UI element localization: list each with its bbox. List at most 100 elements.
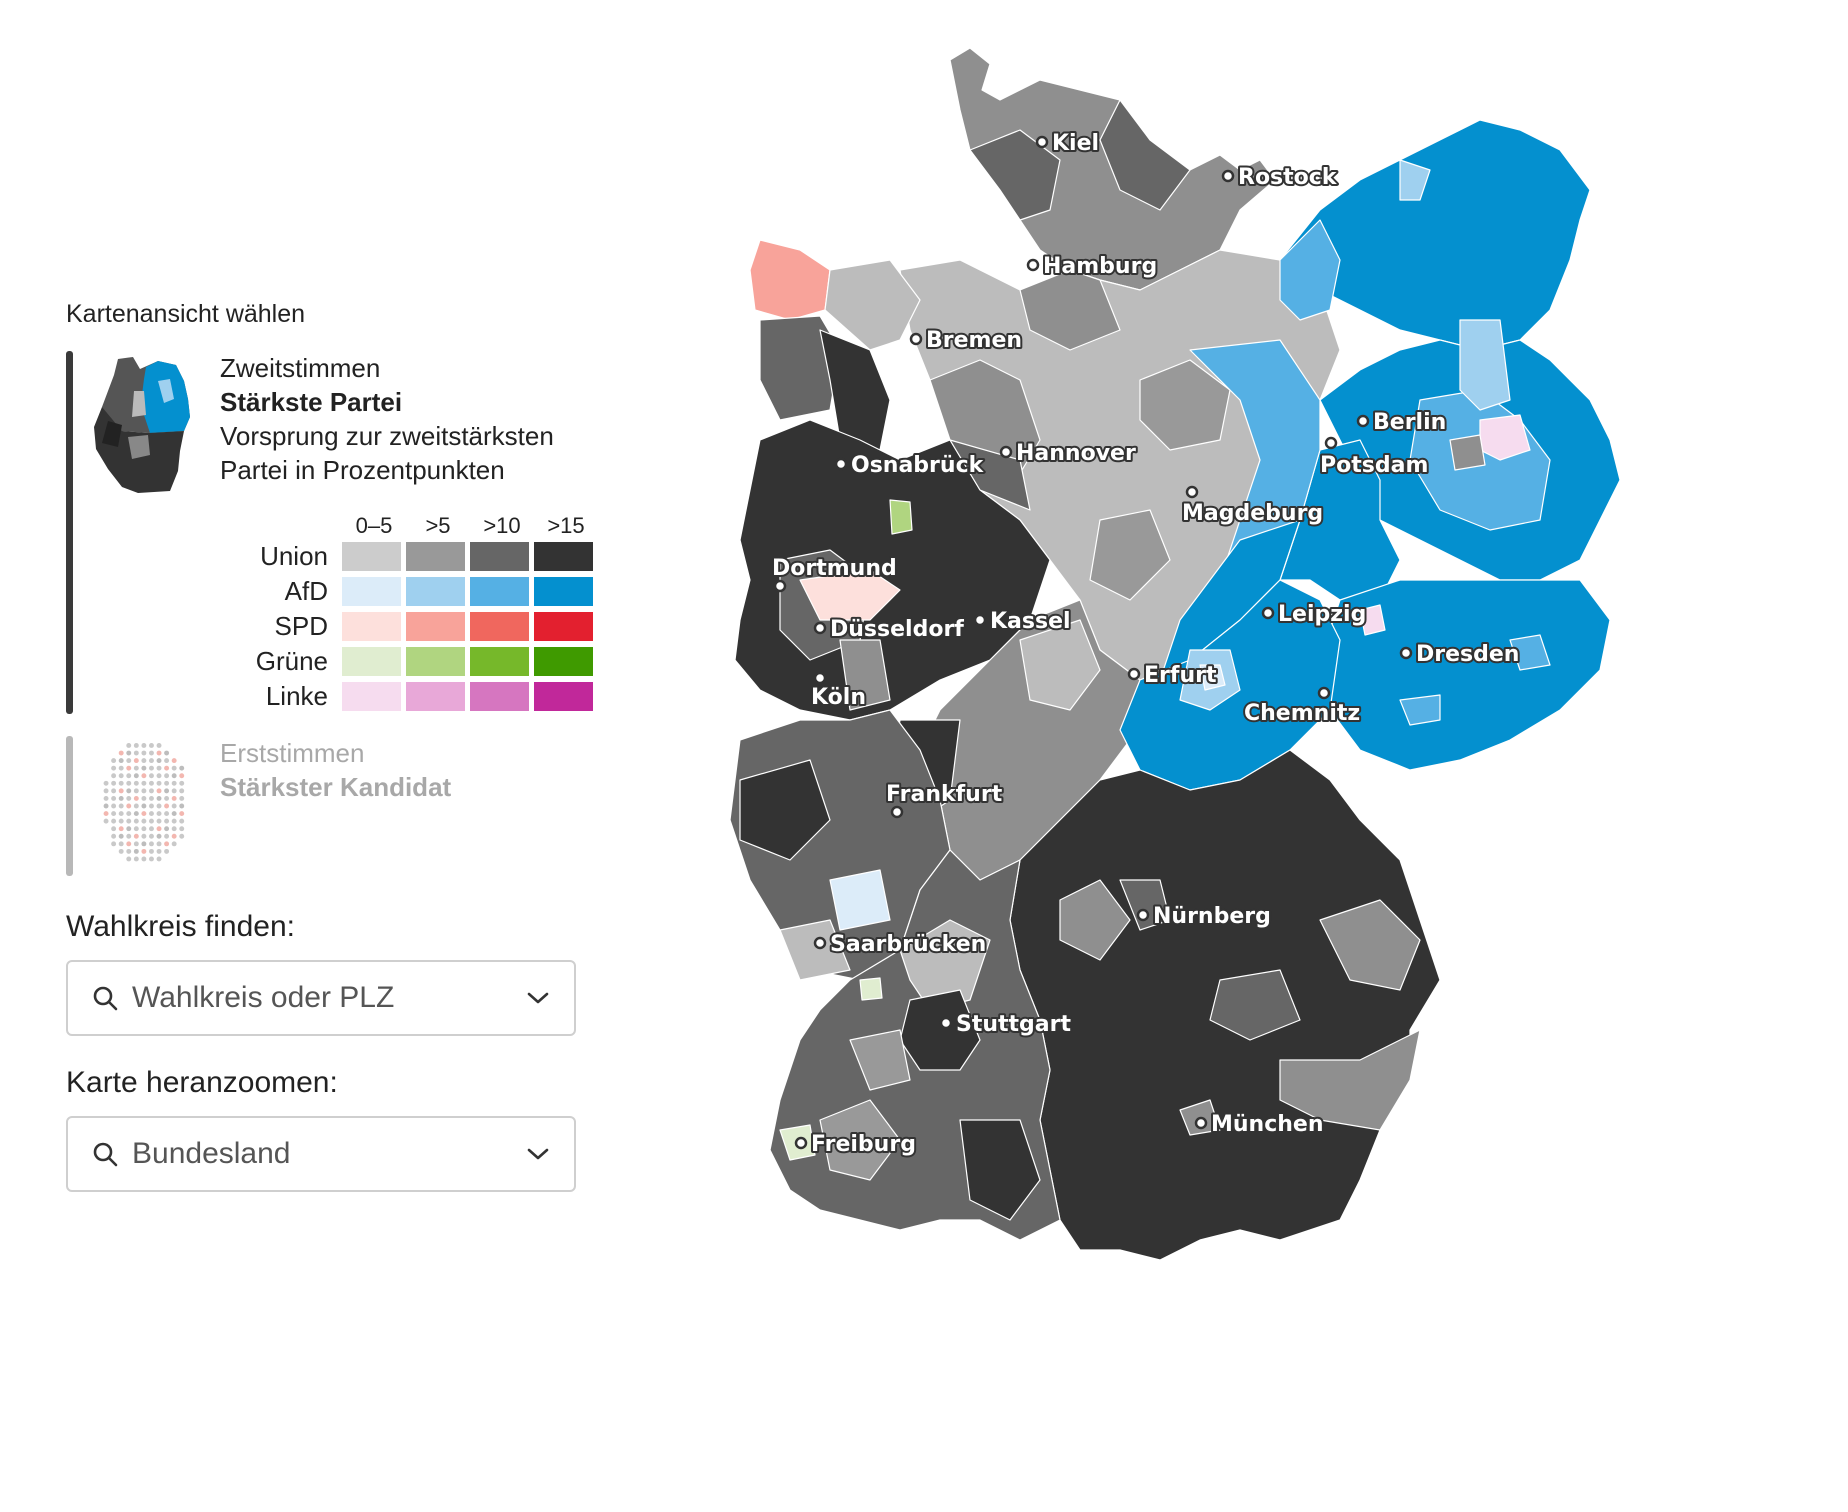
city-rostock[interactable]: Rostock [1221, 163, 1340, 192]
city-kassel[interactable]: Kassel [973, 607, 1073, 636]
thumb-dot [133, 841, 139, 847]
thumb-dot [156, 795, 162, 801]
city-nuernberg[interactable]: Nürnberg [1136, 902, 1273, 931]
city-koeln[interactable]: Köln [809, 671, 868, 712]
svg-text:Frankfurt: Frankfurt [886, 782, 1003, 807]
thumb-dot [149, 773, 154, 779]
thumb-dot [179, 803, 185, 809]
region-sachsen[interactable] [1319, 579, 1611, 771]
thumb-dot [133, 758, 139, 764]
thumb-dot [111, 826, 117, 832]
thumb-dot [164, 826, 170, 832]
chevron-down-icon [527, 1148, 549, 1160]
thumb-dot [179, 773, 185, 779]
view-option-erststimmen[interactable]: Erststimmen Stärkster Kandidat [66, 736, 586, 876]
thumb-dot [111, 795, 117, 801]
thumb-dot [164, 841, 170, 847]
thumb-dot [133, 743, 139, 748]
search-icon [93, 986, 118, 1011]
view-option-zweitstimmen[interactable]: Zweitstimmen Stärkste Partei Vorsprung z… [66, 351, 593, 714]
city-saarbruecken[interactable]: Saarbrücken [813, 930, 988, 959]
city-potsdam[interactable]: Potsdam [1318, 436, 1430, 480]
thumb-dot [118, 788, 124, 794]
region-sachsen-anhalt[interactable] [1279, 439, 1401, 601]
thumb-dot [126, 833, 132, 839]
thumb-dot [118, 811, 124, 817]
city-leipzig[interactable]: Leipzig [1261, 600, 1368, 629]
thumb-dot [133, 788, 139, 794]
city-kiel[interactable]: Kiel [1035, 129, 1101, 158]
thumb-dot [149, 848, 154, 854]
thumb-dot [141, 788, 147, 794]
legend-swatch [406, 577, 465, 606]
city-chemnitz[interactable]: Chemnitz [1242, 686, 1362, 728]
thumb-dot [126, 758, 132, 764]
thumb-dot [126, 743, 132, 748]
svg-text:Osnabrück: Osnabrück [851, 453, 985, 478]
city-hamburg[interactable]: Hamburg [1026, 252, 1159, 281]
city-osnabrueck[interactable]: Osnabrück [834, 451, 987, 480]
legend-col-0: 0–5 [355, 513, 393, 538]
svg-text:Saarbrücken: Saarbrücken [830, 932, 986, 957]
legend-swatch [406, 647, 465, 676]
city-stuttgart[interactable]: Stuttgart [939, 1010, 1074, 1039]
thumb-dot [179, 826, 185, 832]
thumb-dot [111, 773, 117, 779]
active-indicator [66, 351, 73, 714]
thumb-dot [156, 773, 162, 779]
legend-swatch [470, 577, 529, 606]
thumb-dot [156, 758, 162, 764]
search-placeholder: Wahlkreis oder PLZ [132, 981, 395, 1014]
city-dresden[interactable]: Dresden [1399, 640, 1521, 669]
thumb-dot [164, 833, 170, 839]
thumb-dot [118, 818, 124, 824]
thumb-dot [111, 803, 117, 809]
thumb-dot [149, 833, 154, 839]
legend-party-label: AfD [284, 576, 328, 606]
legend-swatch [406, 682, 465, 711]
svg-text:Düsseldorf: Düsseldorf [830, 617, 964, 642]
city-duesseldorf[interactable]: Düsseldorf [813, 615, 966, 644]
city-erfurt[interactable]: Erfurt [1127, 661, 1219, 690]
thumb-dot [164, 803, 170, 809]
thumb-dot [133, 773, 139, 779]
legend-header: 0–5 >5 >10 >15 [342, 513, 598, 539]
city-bremen[interactable]: Bremen [909, 326, 1024, 355]
region-ostfriesland[interactable] [749, 239, 831, 321]
thumb-dot [164, 811, 170, 817]
thumb-dot [118, 848, 124, 854]
legend-swatch [534, 682, 593, 711]
thumb-dot [149, 758, 154, 764]
thumb-dot [141, 826, 147, 832]
svg-text:Rostock: Rostock [1238, 165, 1338, 190]
zoom-select[interactable]: Bundesland [66, 1116, 576, 1192]
thumb-dot [141, 795, 147, 801]
legend-row-spd: SPD [88, 609, 598, 644]
germany-map[interactable]: Kiel Rostock Hamburg Bremen Berlin Potsd… [720, 20, 1830, 1500]
search-input[interactable]: Wahlkreis oder PLZ [66, 960, 576, 1036]
thumb-dot [156, 750, 162, 756]
thumb-dot [111, 811, 117, 817]
city-berlin[interactable]: Berlin [1356, 408, 1448, 437]
thumb-dot [126, 856, 132, 862]
thumb-dot [179, 811, 185, 817]
city-freiburg[interactable]: Freiburg [794, 1130, 918, 1159]
thumb-dot [149, 743, 154, 748]
zoom-placeholder: Bundesland [132, 1137, 291, 1170]
city-frankfurt[interactable]: Frankfurt [884, 780, 1005, 819]
city-dortmund[interactable]: Dortmund [770, 554, 899, 593]
thumb-dot [118, 758, 124, 764]
thumb-dot [126, 826, 132, 832]
thumb-dot [156, 811, 162, 817]
thumb-dot [171, 765, 177, 771]
city-hannover[interactable]: Hannover [999, 439, 1138, 468]
legend-swatch [470, 612, 529, 641]
thumb-dot [141, 811, 147, 817]
city-muenchen[interactable]: München [1194, 1110, 1326, 1139]
thumb-dot [179, 818, 185, 824]
thumb-dot [156, 856, 162, 862]
city-magdeburg[interactable]: Magdeburg [1180, 485, 1325, 528]
thumb-dot [103, 811, 109, 817]
thumb-dot [149, 765, 154, 771]
thumb-dot [118, 765, 124, 771]
